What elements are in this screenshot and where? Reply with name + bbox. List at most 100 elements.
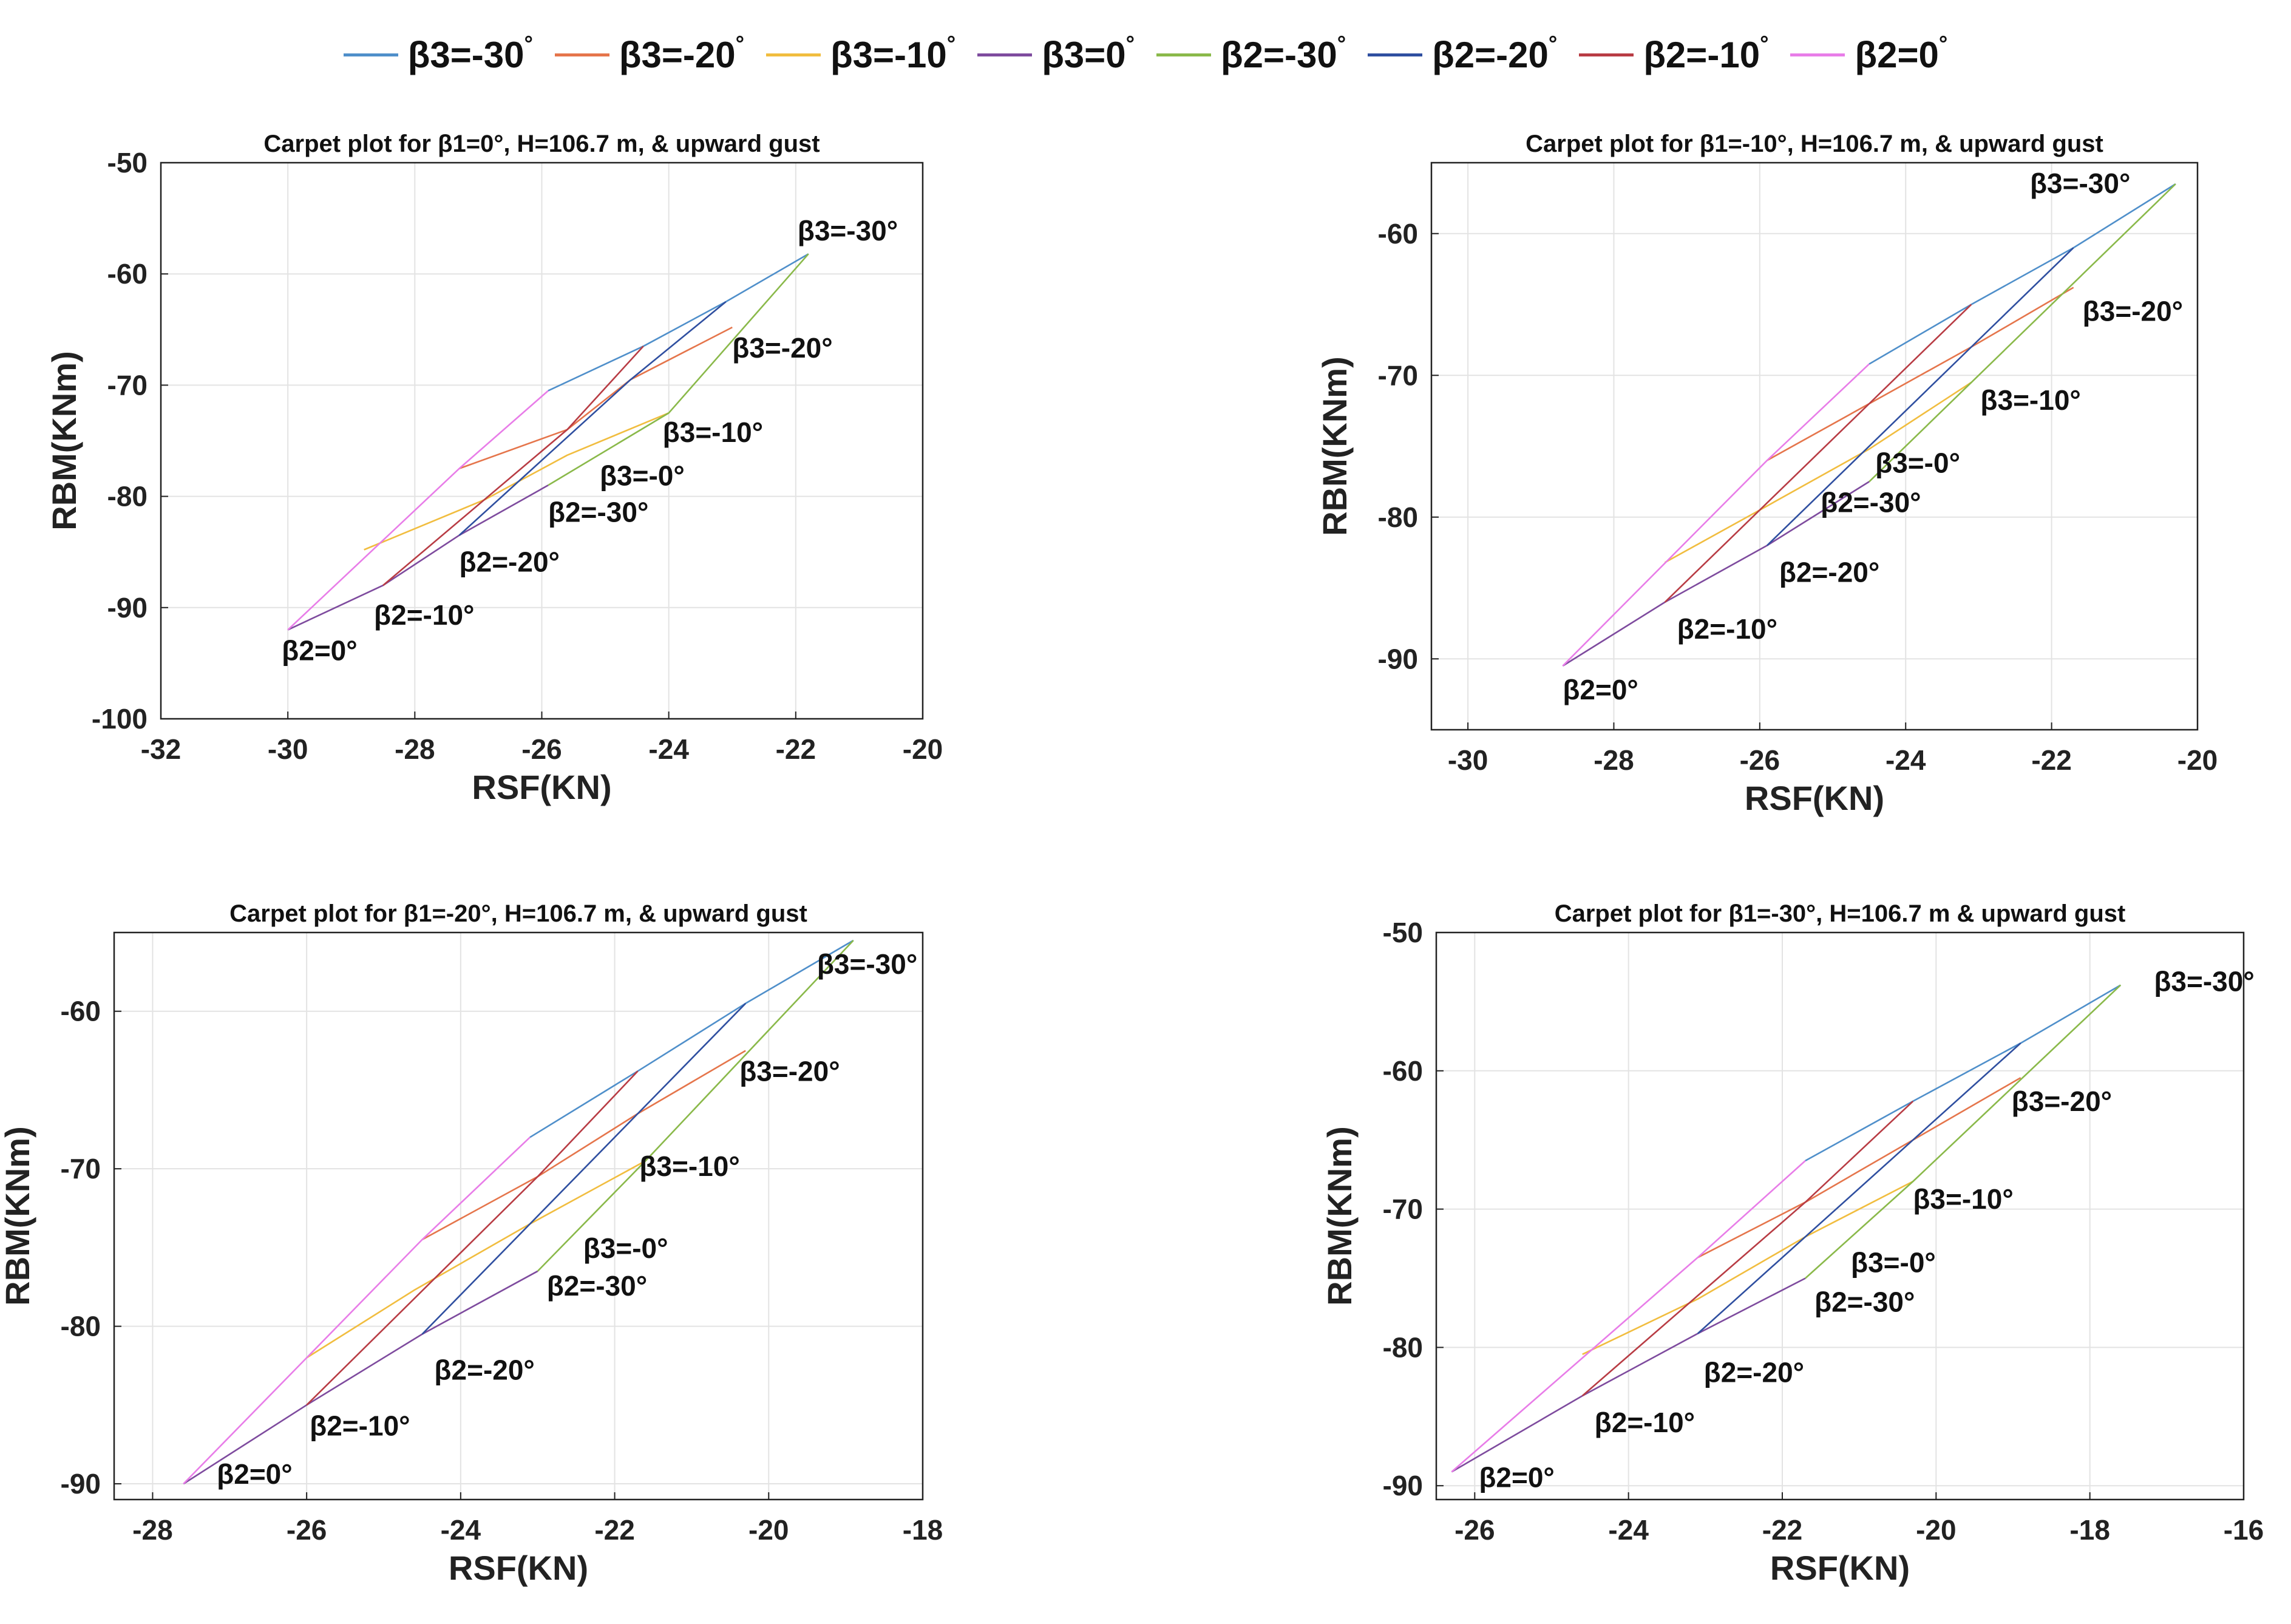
curve-annotation: β2=-20° xyxy=(434,1354,534,1386)
y-tick-label: -60 xyxy=(1378,218,1418,250)
curve-annotation: β2=0° xyxy=(282,634,358,666)
series-line-b3 xyxy=(1562,481,1870,667)
curve-annotation: β2=-30° xyxy=(548,496,648,528)
legend-item: β3=-10° xyxy=(766,31,955,76)
series-line-b3 xyxy=(459,326,733,470)
curve-annotation: β3=-10° xyxy=(1913,1183,2013,1215)
x-tick-label: -24 xyxy=(648,733,689,765)
x-tick-label: -22 xyxy=(1762,1514,1802,1546)
x-tick-label: -26 xyxy=(287,1514,327,1546)
legend-label: β3=-20° xyxy=(619,30,745,75)
x-tick-label: -22 xyxy=(776,733,816,765)
legend-swatch xyxy=(1579,53,1634,56)
chart-panel: Carpet plot for β1=-10°, H=106.7 m, & up… xyxy=(1315,131,2218,817)
legend-item: β2=0° xyxy=(1790,31,1947,76)
curve-annotation: β3=-30° xyxy=(798,215,898,246)
x-axis-label: RSF(KN) xyxy=(1770,1549,1910,1587)
series-line-b2 xyxy=(421,1002,747,1335)
series-line-b2 xyxy=(458,301,727,536)
x-tick-label: -16 xyxy=(2224,1514,2264,1546)
series-line-b3 xyxy=(529,939,854,1138)
curve-annotation: β3=-20° xyxy=(732,332,832,364)
curve-annotation: β2=-30° xyxy=(547,1270,647,1302)
curve-annotation: β2=-10° xyxy=(1677,613,1777,645)
curve-annotation: β3=-30° xyxy=(817,948,917,980)
series-line-b3 xyxy=(1582,1180,1913,1355)
curve-annotation: β3=-10° xyxy=(639,1150,739,1182)
y-tick-label: -70 xyxy=(107,369,148,401)
y-tick-label: -90 xyxy=(1378,643,1418,674)
chart-panel: Carpet plot for β1=-20°, H=106.7 m, & up… xyxy=(0,900,943,1587)
legend-item: β2=-20° xyxy=(1368,31,1557,76)
x-tick-label: -22 xyxy=(2031,744,2071,776)
curve-annotation: β3=-10° xyxy=(1980,384,2080,416)
x-tick-label: -26 xyxy=(1740,744,1780,776)
x-tick-label: -24 xyxy=(1885,744,1926,776)
legend-label: β2=-30° xyxy=(1221,30,1346,75)
y-axis-label: RBM(KNm) xyxy=(0,1126,36,1306)
curve-annotation: β3=-0° xyxy=(1851,1247,1936,1279)
y-tick-label: -50 xyxy=(1383,917,1423,948)
curve-annotation: β2=-20° xyxy=(460,546,560,578)
x-tick-label: -30 xyxy=(268,733,308,765)
curve-annotation: β3=-20° xyxy=(2083,295,2183,327)
series-line-b3 xyxy=(1868,183,2176,365)
series-line-b2 xyxy=(1868,183,2176,483)
series-line-b2 xyxy=(1664,304,1972,603)
chart-title: Carpet plot for β1=0°, H=106.7 m, & upwa… xyxy=(263,131,820,157)
x-tick-label: -24 xyxy=(1608,1514,1649,1546)
x-axis-label: RSF(KN) xyxy=(449,1549,588,1587)
curve-annotation: β3=-20° xyxy=(2012,1085,2112,1117)
legend-item: β2=-30° xyxy=(1156,30,1346,76)
x-tick-label: -20 xyxy=(748,1514,789,1546)
series-line-b3 xyxy=(548,253,809,392)
chart-title: Carpet plot for β1=-10°, H=106.7 m, & up… xyxy=(1526,131,2103,157)
curve-annotation: β3=-10° xyxy=(663,416,763,448)
y-tick-label: -90 xyxy=(1383,1470,1423,1501)
y-tick-label: -90 xyxy=(107,592,148,623)
legend-swatch xyxy=(1156,53,1211,56)
legend-label: β3=0° xyxy=(1042,30,1135,75)
chart-title: Carpet plot for β1=-30°, H=106.7 m & upw… xyxy=(1555,900,2126,927)
curve-annotation: β2=-30° xyxy=(1814,1286,1915,1318)
y-tick-label: -80 xyxy=(61,1311,101,1342)
series-line-b2 xyxy=(537,940,854,1272)
curve-annotation: β2=-10° xyxy=(310,1410,410,1441)
x-axis-label: RSF(KN) xyxy=(1745,779,1884,817)
y-tick-label: -50 xyxy=(107,147,148,178)
y-tick-label: -70 xyxy=(61,1153,101,1184)
plot-frame xyxy=(1435,931,2245,1501)
curve-annotation: β2=-10° xyxy=(1595,1407,1695,1438)
x-tick-label: -20 xyxy=(2177,744,2218,776)
legend-swatch xyxy=(343,53,398,56)
series-line-b3 xyxy=(287,484,549,631)
series-line-b3 xyxy=(1664,381,1972,563)
plot-frame xyxy=(113,931,924,1501)
x-tick-label: -30 xyxy=(1448,744,1488,776)
series-line-b2 xyxy=(1697,1042,2021,1334)
series-line-b2 xyxy=(287,390,549,631)
y-tick-label: -60 xyxy=(107,258,148,290)
curve-annotation: β3=-20° xyxy=(739,1056,840,1087)
curve-annotation: β3=-30° xyxy=(2154,966,2254,997)
y-axis-label: RBM(KNm) xyxy=(45,351,83,531)
series-line-b3 xyxy=(1805,984,2121,1162)
legend-label: β3=-30° xyxy=(407,30,533,75)
series-line-b2 xyxy=(1562,363,1870,667)
series-line-b3 xyxy=(421,1050,746,1241)
legend-item: β2=-10° xyxy=(1579,31,1768,76)
curve-annotation: β2=0° xyxy=(1479,1461,1555,1493)
y-tick-label: -60 xyxy=(61,996,101,1027)
series-line-b3 xyxy=(364,412,670,551)
series-line-b3 xyxy=(306,1160,646,1359)
series-line-b2 xyxy=(548,253,809,486)
curve-annotation: β2=0° xyxy=(1563,674,1638,705)
x-tick-label: -20 xyxy=(1916,1514,1956,1546)
plot-frame xyxy=(1430,161,2199,731)
series-line-b2 xyxy=(1581,1100,1914,1397)
y-axis-label: RBM(KNm) xyxy=(1315,356,1354,536)
series-line-b2 xyxy=(183,1136,531,1485)
curve-annotation: β3=-30° xyxy=(2030,168,2130,199)
x-tick-label: -22 xyxy=(594,1514,634,1546)
